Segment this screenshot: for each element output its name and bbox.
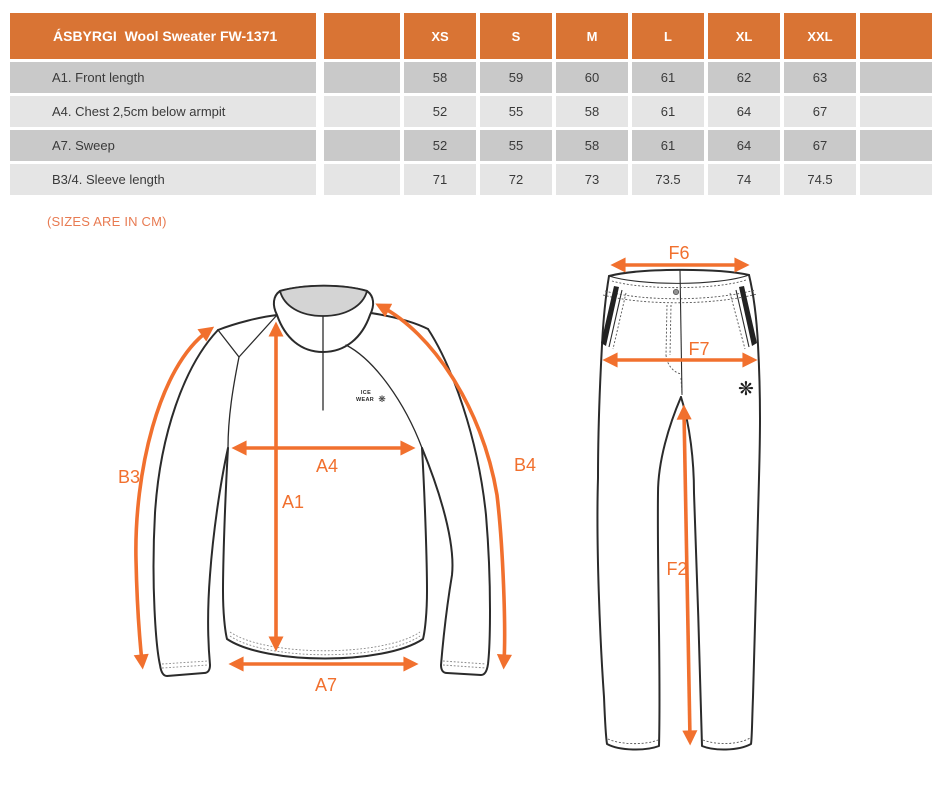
row-label-chest: A4. Chest 2,5cm below armpit (10, 96, 316, 127)
value-cell: 61 (632, 62, 704, 93)
value-cell: 55 (480, 96, 552, 127)
label-a7: A7 (315, 675, 337, 695)
value-cell: 58 (556, 96, 628, 127)
table-header-spacer (324, 13, 400, 59)
left-pocket-bag (612, 292, 627, 350)
value-cell: 67 (784, 96, 856, 127)
value-cell: 63 (784, 62, 856, 93)
value-cell: 58 (404, 62, 476, 93)
size-header-m: M (556, 13, 628, 59)
size-table: ÁSBYRGI Wool Sweater FW-1371 XS S M L XL… (10, 13, 932, 195)
value-cell: 60 (556, 62, 628, 93)
right-pocket-opening (739, 286, 757, 346)
value-cell: 58 (556, 130, 628, 161)
logo-text-wear: WEAR (356, 397, 374, 403)
sweater-right-shoulder (370, 312, 429, 330)
pants-waist-top (608, 268, 750, 277)
label-b3: B3 (118, 467, 140, 487)
row-label-sweep: A7. Sweep (10, 130, 316, 161)
value-cell: 61 (632, 130, 704, 161)
label-f6: F6 (668, 245, 689, 263)
trailing-cell (860, 62, 932, 93)
row-label-front-length: A1. Front length (10, 62, 316, 93)
spacer-cell (324, 62, 400, 93)
sweater-measure-arrows (133, 303, 512, 672)
value-cell: 67 (784, 130, 856, 161)
table-header-trailing (860, 13, 932, 59)
value-cell: 74.5 (784, 164, 856, 195)
trailing-cell (860, 164, 932, 195)
table-title: ÁSBYRGI Wool Sweater FW-1371 (10, 13, 316, 59)
logo-text-ice: ICE (361, 390, 371, 396)
spacer-cell (324, 130, 400, 161)
value-cell: 52 (404, 130, 476, 161)
sweater-measurement-diagram: ICE WEAR ❋ B3 A4 A1 B4 A7 (118, 284, 536, 695)
sweater-left-shoulder (217, 314, 278, 331)
left-pocket-inner-line (608, 289, 623, 348)
sweater-body (222, 447, 428, 660)
value-cell: 52 (404, 96, 476, 127)
value-cell: 73.5 (632, 164, 704, 195)
pocket-openings (601, 286, 757, 346)
waist-back-arc (608, 274, 750, 284)
right-hem-stitch (702, 737, 751, 744)
label-f7: F7 (688, 339, 709, 359)
pants-outline (596, 268, 761, 751)
label-f2: F2 (666, 559, 687, 579)
size-header-l: L (632, 13, 704, 59)
icewear-logo: ICE WEAR ❋ (356, 390, 386, 404)
left-hem-stitch (607, 738, 659, 745)
pants-snowflake-icon: ❋ (738, 379, 754, 400)
arrow-b4 (375, 303, 512, 670)
value-cell: 61 (632, 96, 704, 127)
center-front-line (679, 269, 683, 396)
value-cell: 71 (404, 164, 476, 195)
fly-stitch-curve (665, 354, 682, 375)
waist-button (672, 288, 680, 296)
value-cell: 74 (708, 164, 780, 195)
pants-left-leg (596, 275, 682, 751)
spacer-cell (324, 96, 400, 127)
label-a1: A1 (282, 492, 304, 512)
trailing-cell (860, 130, 932, 161)
pants-measurement-diagram: ❋ F6 F7 F2 (596, 245, 761, 751)
fly-stitch (665, 304, 672, 356)
arrow-b3 (133, 326, 215, 670)
sweater-left-sleeve (152, 329, 229, 677)
sizes-note: (SIZES ARE IN CM) (47, 214, 167, 229)
size-header-s: S (480, 13, 552, 59)
icewear-snowflake-icon: ❋ (378, 394, 386, 404)
row-label-sleeve-length: B3/4. Sleeve length (10, 164, 316, 195)
value-cell: 55 (480, 130, 552, 161)
value-cell: 64 (708, 130, 780, 161)
label-a4: A4 (316, 456, 338, 476)
left-pocket-opening (601, 286, 619, 346)
pants-measure-arrows (602, 257, 758, 746)
pants-stitching (602, 279, 758, 745)
value-cell: 73 (556, 164, 628, 195)
value-cell: 59 (480, 62, 552, 93)
size-header-xxl: XXL (784, 13, 856, 59)
size-header-xl: XL (708, 13, 780, 59)
size-header-xs: XS (404, 13, 476, 59)
left-raglan-seam (227, 356, 240, 449)
arrow-f2 (676, 404, 698, 746)
pants-detail-lines (608, 269, 750, 396)
spacer-cell (324, 164, 400, 195)
sweater-collar-inner (279, 284, 368, 317)
trailing-cell (860, 96, 932, 127)
value-cell: 72 (480, 164, 552, 195)
sweater-outline (152, 284, 491, 677)
label-b4: B4 (514, 455, 536, 475)
value-cell: 62 (708, 62, 780, 93)
right-pocket-inner-line (735, 289, 750, 348)
value-cell: 64 (708, 96, 780, 127)
